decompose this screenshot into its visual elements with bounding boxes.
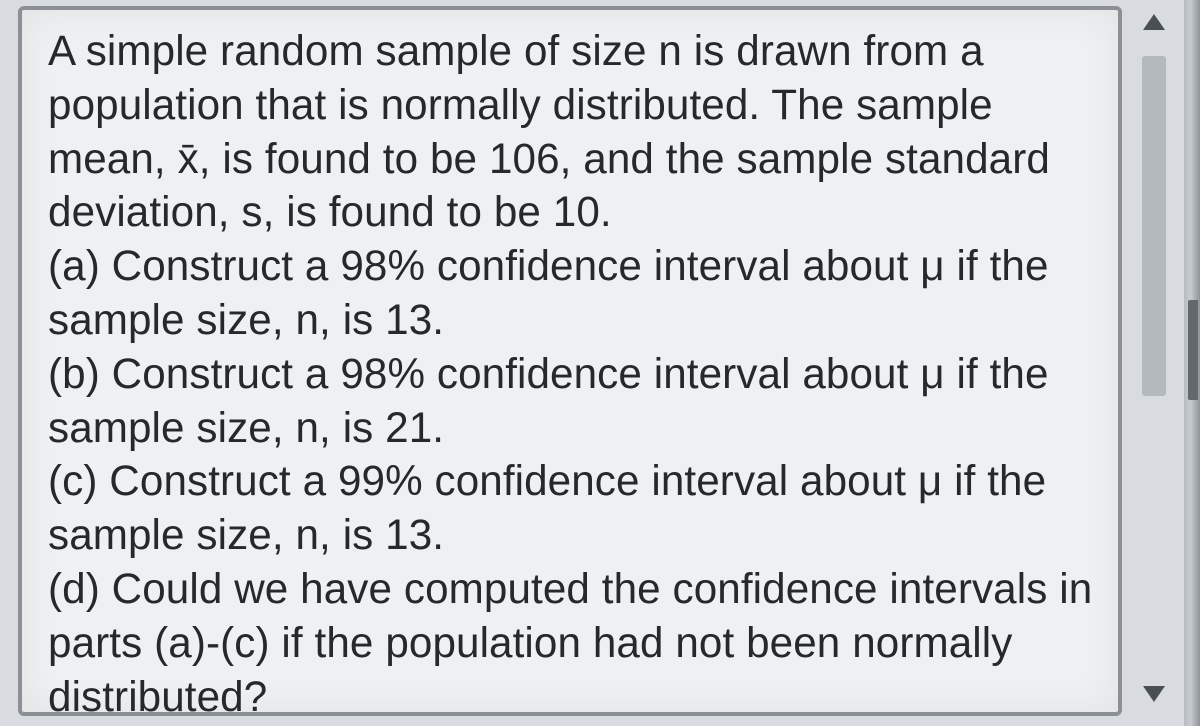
scroll-down-arrow-icon[interactable] [1141, 684, 1167, 704]
question-body: A simple random sample of size n is draw… [48, 24, 1096, 723]
intro-text: A simple random sample of size n is draw… [48, 27, 1050, 235]
part-d: (d) Could we have computed the confidenc… [48, 565, 1092, 720]
partial-adjacent-control [1188, 300, 1198, 400]
scroll-up-arrow-icon[interactable] [1141, 12, 1167, 32]
scroll-thumb[interactable] [1142, 56, 1166, 396]
question-panel: A simple random sample of size n is draw… [18, 6, 1122, 716]
part-c: (c) Construct a 99% confidence interval … [48, 457, 1046, 558]
part-b: (b) Construct a 98% confidence interval … [48, 350, 1049, 451]
vertical-scrollbar[interactable] [1128, 6, 1180, 716]
part-a: (a) Construct a 98% confidence interval … [48, 242, 1049, 343]
